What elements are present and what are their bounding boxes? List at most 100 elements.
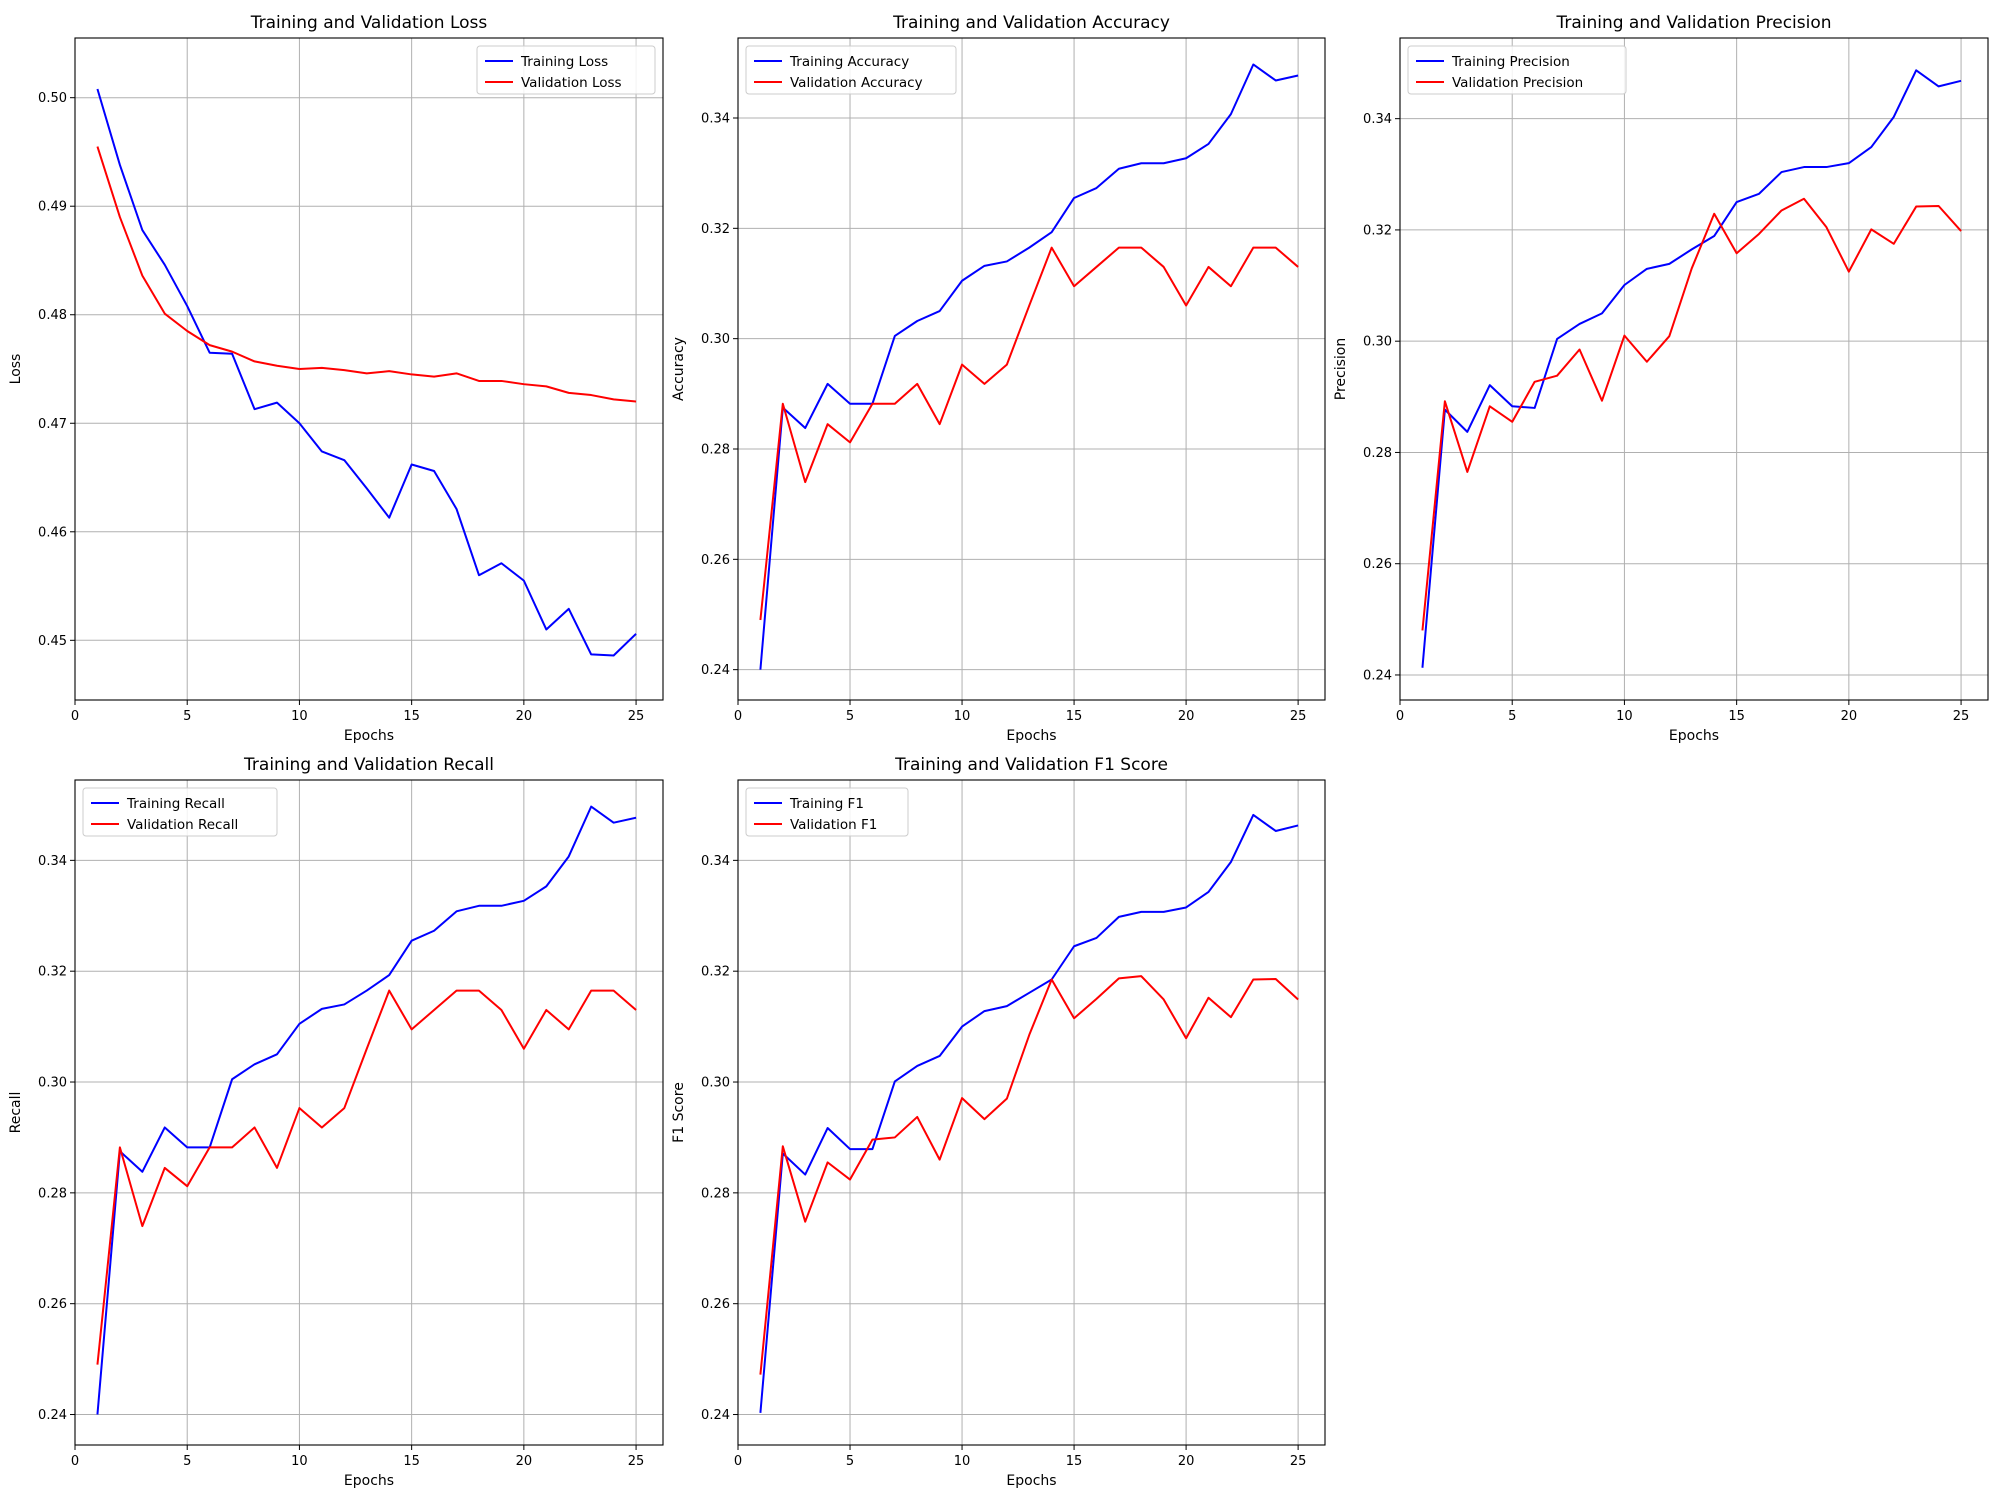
y-tick-label: 0.30	[1363, 335, 1392, 350]
x-tick-label: 25	[1290, 1454, 1307, 1469]
x-tick-label: 5	[183, 709, 191, 724]
y-tick-label: 0.47	[38, 417, 67, 432]
y-tick-label: 0.32	[38, 965, 67, 980]
axes-frame	[74, 37, 664, 701]
axes-frame	[1399, 37, 1989, 701]
series-line-training	[96, 805, 637, 1415]
chart-panel: 0 5 10 15 20 25 0.24 0.26 0.28 0.30 0.32 0.34 Traini…	[1333, 13, 1989, 744]
x-tick-label: 10	[954, 709, 971, 724]
chart-panel: 0 5 10 15 20 25 0.45 0.46 0.47 0.48 0.49 0.50 Traini…	[8, 13, 664, 744]
x-tick-label: 5	[846, 1454, 854, 1469]
chart-panel: 0 5 10 15 20 25 0.24 0.26 0.28 0.30 0.32 0.34 Traini…	[8, 755, 664, 1489]
x-axis-label: Epochs	[1006, 1473, 1056, 1489]
x-tick-label: 5	[1508, 709, 1516, 724]
legend: Training Accuracy Validation Accuracy	[745, 45, 957, 95]
y-tick-label: 0.32	[1363, 223, 1392, 238]
chart-panel: 0 5 10 15 20 25 0.24 0.26 0.28 0.30 0.32 0.34 Traini…	[671, 13, 1326, 744]
y-tick-label: 0.34	[701, 854, 730, 869]
legend-label: Validation Recall	[127, 817, 238, 833]
legend-box	[1407, 45, 1627, 95]
axes-frame	[737, 779, 1326, 1446]
chart-title: Training and Validation F1 Score	[894, 755, 1168, 775]
x-tick-label: 0	[71, 709, 79, 724]
y-axis-label: Precision	[1333, 338, 1349, 400]
x-tick-label: 0	[1396, 709, 1404, 724]
x-tick-label: 20	[1178, 1454, 1195, 1469]
x-tick-label: 25	[628, 709, 645, 724]
y-axis-label: Loss	[8, 354, 24, 385]
chart-panel: 0 5 10 15 20 25 0.24 0.26 0.28 0.30 0.32 0.34 Traini…	[671, 755, 1326, 1489]
x-tick-label: 15	[1728, 709, 1745, 724]
x-axis-label: Epochs	[1006, 728, 1056, 744]
legend-label: Training Accuracy	[789, 54, 909, 70]
legend-label: Validation Loss	[521, 75, 622, 91]
x-tick-label: 25	[1290, 709, 1307, 724]
x-tick-label: 20	[516, 1454, 533, 1469]
series-line-validation	[759, 975, 1299, 1375]
x-tick-label: 25	[1953, 709, 1970, 724]
y-tick-label: 0.32	[701, 965, 730, 980]
x-tick-label: 0	[734, 1454, 742, 1469]
legend-label: Validation Accuracy	[790, 75, 923, 91]
y-tick-label: 0.34	[1363, 112, 1392, 127]
y-tick-label: 0.45	[38, 634, 67, 649]
y-tick-label: 0.24	[701, 1408, 730, 1423]
x-tick-label: 0	[71, 1454, 79, 1469]
x-axis-label: Epochs	[344, 1473, 394, 1489]
chart-title: Training and Validation Recall	[243, 755, 494, 775]
x-tick-label: 5	[183, 1454, 191, 1469]
y-tick-label: 0.26	[38, 1297, 67, 1312]
y-axis-label: F1 Score	[671, 1082, 687, 1143]
legend-box	[82, 787, 278, 837]
legend-box	[476, 45, 656, 95]
x-tick-label: 15	[1066, 1454, 1083, 1469]
x-tick-label: 5	[846, 709, 854, 724]
x-tick-label: 15	[403, 709, 420, 724]
legend-label: Validation Precision	[1452, 75, 1583, 91]
legend: Training Precision Validation Precision	[1407, 45, 1627, 95]
axes-frame	[737, 37, 1326, 701]
chart-title: Training and Validation Loss	[250, 13, 488, 33]
x-tick-label: 25	[628, 1454, 645, 1469]
legend-box	[745, 45, 957, 95]
x-tick-label: 10	[1616, 709, 1633, 724]
x-tick-label: 0	[734, 709, 742, 724]
x-tick-label: 10	[954, 1454, 971, 1469]
y-tick-label: 0.49	[38, 200, 67, 215]
y-tick-label: 0.30	[701, 1076, 730, 1091]
legend-label: Validation F1	[790, 817, 877, 833]
legend: Training Loss Validation Loss	[476, 45, 656, 95]
series-line-training	[1421, 69, 1962, 668]
series-line-validation	[96, 146, 637, 403]
y-tick-label: 0.32	[701, 222, 730, 237]
y-axis-label: Recall	[8, 1092, 24, 1134]
legend-label: Training Loss	[520, 54, 608, 70]
y-tick-label: 0.28	[1363, 446, 1392, 461]
series-line-training	[96, 88, 637, 657]
x-axis-label: Epochs	[1669, 728, 1719, 744]
x-tick-label: 20	[1841, 709, 1858, 724]
y-tick-label: 0.26	[701, 553, 730, 568]
x-tick-label: 15	[1066, 709, 1083, 724]
y-tick-label: 0.34	[701, 111, 730, 126]
y-tick-label: 0.28	[701, 1186, 730, 1201]
legend-label: Training F1	[789, 796, 864, 812]
y-tick-label: 0.46	[38, 525, 67, 540]
y-tick-label: 0.28	[701, 442, 730, 457]
y-tick-label: 0.30	[38, 1076, 67, 1091]
x-axis-label: Epochs	[344, 728, 394, 744]
legend-label: Training Precision	[1451, 54, 1570, 70]
x-tick-label: 10	[291, 709, 308, 724]
axes-frame	[74, 779, 664, 1446]
legend-box	[745, 787, 909, 837]
series-line-training	[759, 63, 1299, 670]
series-line-validation	[759, 246, 1299, 621]
series-line-validation	[96, 989, 637, 1365]
chart-title: Training and Validation Accuracy	[892, 13, 1170, 33]
y-tick-label: 0.26	[701, 1297, 730, 1312]
y-tick-label: 0.30	[701, 332, 730, 347]
legend-label: Training Recall	[126, 796, 225, 812]
legend: Training Recall Validation Recall	[82, 787, 278, 837]
y-tick-label: 0.26	[1363, 557, 1392, 572]
